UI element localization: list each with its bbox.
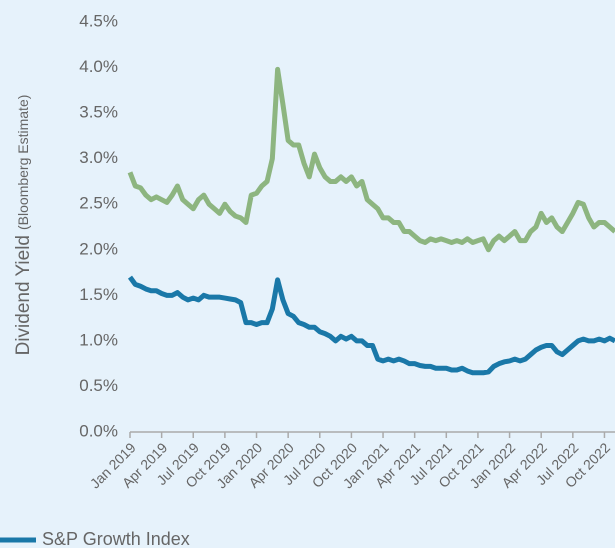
y-label-main: Dividend Yield bbox=[13, 235, 34, 355]
y-tick-label: 0.5% bbox=[79, 376, 118, 395]
series-line bbox=[127, 275, 615, 376]
y-tick-label: 4.5% bbox=[79, 11, 118, 30]
y-tick-label: 2.0% bbox=[79, 239, 118, 258]
y-tick-label: 3.0% bbox=[79, 148, 118, 167]
y-axis-label: Dividend Yield (Bloomberg Estimate) bbox=[13, 95, 34, 356]
y-tick-label: 1.5% bbox=[79, 285, 118, 304]
y-tick-label: 1.0% bbox=[79, 330, 118, 349]
series-line bbox=[127, 66, 615, 253]
y-label-note: (Bloomberg Estimate) bbox=[15, 95, 31, 230]
y-tick-label: 4.0% bbox=[79, 57, 118, 76]
legend-label: S&P Growth Index bbox=[42, 529, 190, 548]
y-tick-label: 0.0% bbox=[79, 421, 118, 440]
y-tick-label: 3.5% bbox=[79, 103, 118, 122]
y-tick-label: 2.5% bbox=[79, 194, 118, 213]
